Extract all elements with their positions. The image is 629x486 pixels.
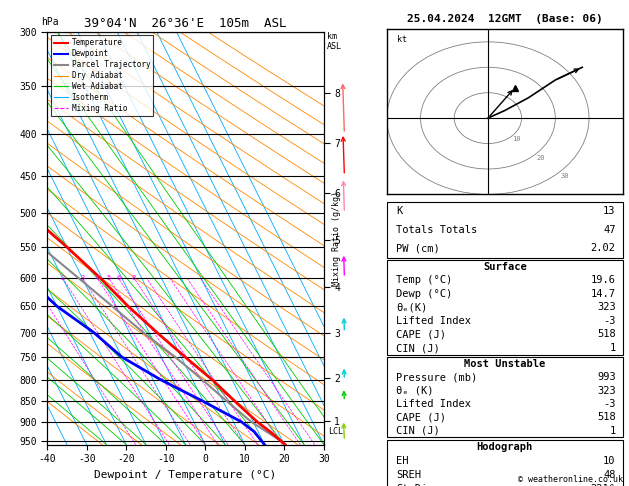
Text: CAPE (J): CAPE (J) — [396, 330, 446, 340]
Text: Hodograph: Hodograph — [477, 442, 533, 452]
Text: 518: 518 — [597, 412, 616, 422]
Text: θₑ(K): θₑ(K) — [396, 302, 428, 312]
Text: Lifted Index: Lifted Index — [396, 399, 471, 409]
Text: 221°: 221° — [591, 484, 616, 486]
Text: Lifted Index: Lifted Index — [396, 316, 471, 326]
Text: 323: 323 — [597, 385, 616, 396]
FancyBboxPatch shape — [387, 202, 623, 258]
Text: 39°04'N  26°36'E  105m  ASL: 39°04'N 26°36'E 105m ASL — [84, 17, 287, 30]
Text: 8: 8 — [131, 275, 136, 281]
Text: 47: 47 — [603, 225, 616, 235]
Text: 48: 48 — [603, 470, 616, 480]
Text: hPa: hPa — [41, 17, 58, 27]
Text: 2.02: 2.02 — [591, 243, 616, 253]
FancyBboxPatch shape — [387, 357, 623, 437]
Text: Pressure (mb): Pressure (mb) — [396, 372, 477, 382]
Text: 6: 6 — [116, 275, 120, 281]
Text: kt: kt — [397, 35, 407, 44]
Text: 2: 2 — [60, 275, 65, 281]
Text: Mixing Ratio (g/kg): Mixing Ratio (g/kg) — [332, 191, 341, 286]
Text: Totals Totals: Totals Totals — [396, 225, 477, 235]
FancyBboxPatch shape — [387, 440, 623, 486]
Text: 13: 13 — [603, 206, 616, 216]
Text: 1: 1 — [610, 426, 616, 436]
Text: 1: 1 — [610, 343, 616, 353]
Text: 323: 323 — [597, 302, 616, 312]
Text: -3: -3 — [603, 316, 616, 326]
Text: 30: 30 — [560, 173, 569, 179]
Text: PW (cm): PW (cm) — [396, 243, 440, 253]
Text: CAPE (J): CAPE (J) — [396, 412, 446, 422]
Text: 19.6: 19.6 — [591, 275, 616, 285]
Text: Dewp (°C): Dewp (°C) — [396, 289, 452, 299]
Text: 14.7: 14.7 — [591, 289, 616, 299]
Text: 5: 5 — [106, 275, 111, 281]
Text: 10: 10 — [512, 137, 521, 142]
Text: EH: EH — [396, 456, 409, 466]
Text: 4: 4 — [95, 275, 99, 281]
Text: 20: 20 — [537, 155, 545, 161]
Text: SREH: SREH — [396, 470, 421, 480]
Text: θₑ (K): θₑ (K) — [396, 385, 434, 396]
Text: Temp (°C): Temp (°C) — [396, 275, 452, 285]
Text: Most Unstable: Most Unstable — [464, 359, 545, 369]
Text: 3: 3 — [81, 275, 84, 281]
Text: 10: 10 — [603, 456, 616, 466]
Text: CIN (J): CIN (J) — [396, 343, 440, 353]
X-axis label: Dewpoint / Temperature (°C): Dewpoint / Temperature (°C) — [94, 470, 277, 480]
Text: Surface: Surface — [483, 262, 526, 272]
Legend: Temperature, Dewpoint, Parcel Trajectory, Dry Adiabat, Wet Adiabat, Isotherm, Mi: Temperature, Dewpoint, Parcel Trajectory… — [51, 35, 153, 116]
Text: -3: -3 — [603, 399, 616, 409]
Text: LCL: LCL — [328, 427, 343, 436]
Text: © weatheronline.co.uk: © weatheronline.co.uk — [518, 474, 623, 484]
Text: 518: 518 — [597, 330, 616, 340]
Text: 25.04.2024  12GMT  (Base: 06): 25.04.2024 12GMT (Base: 06) — [407, 14, 603, 24]
Text: StmDir: StmDir — [396, 484, 434, 486]
Text: km
ASL: km ASL — [327, 32, 342, 51]
Text: 993: 993 — [597, 372, 616, 382]
FancyBboxPatch shape — [387, 260, 623, 355]
Text: K: K — [396, 206, 403, 216]
Text: CIN (J): CIN (J) — [396, 426, 440, 436]
